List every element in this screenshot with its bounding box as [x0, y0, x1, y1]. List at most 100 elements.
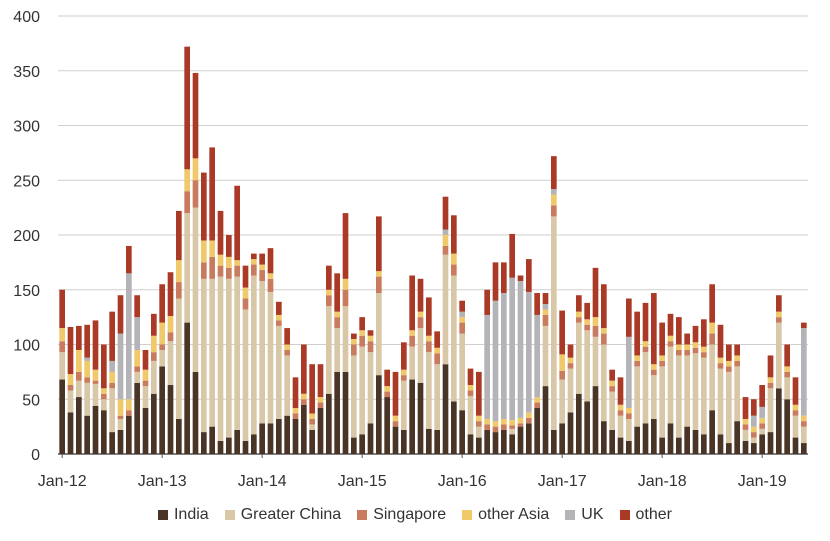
bar-segment-singapore: [767, 382, 774, 389]
bar-segment-other-asia: [292, 408, 299, 414]
bar-segment-greater-china: [776, 322, 782, 389]
bar-segment-greater-china: [642, 352, 649, 424]
bar-segment-other-asia: [651, 364, 657, 370]
bar-segment-other: [592, 267, 599, 318]
bar-segment-other: [659, 322, 665, 356]
bar-segment-greater-china: [751, 437, 757, 444]
bar-segment-greater-china: [792, 415, 799, 438]
bar-segment-other: [151, 313, 157, 336]
legend-label-greater-china: Greater China: [240, 506, 342, 523]
legend-item-uk: UK: [565, 506, 604, 524]
bar-segment-other-asia: [626, 408, 632, 414]
bar-segment-greater-china: [151, 360, 157, 394]
bar-segment-india: [567, 412, 574, 454]
bar-segment-other: [501, 262, 507, 294]
bar-segment-singapore: [209, 256, 215, 279]
bar-segment-india: [767, 432, 774, 454]
bar-segment-greater-china: [651, 375, 657, 419]
bar-segment-singapore: [526, 417, 532, 424]
bar-segment-other: [492, 262, 499, 301]
bar-segment-other: [334, 273, 340, 312]
bar-segment-greater-china: [309, 424, 315, 430]
bar-segment-other: [426, 297, 432, 336]
bar-segment-other-asia: [276, 314, 282, 321]
bar-segment-india: [426, 428, 432, 454]
bar-segment-india: [759, 434, 765, 454]
bar-segment-greater-china: [351, 355, 357, 438]
bar-segment-singapore: [442, 245, 449, 255]
y-tick-label: 100: [13, 338, 40, 355]
bar-segment-india: [409, 379, 415, 454]
bar-segment-other-asia: [209, 240, 215, 257]
bar-segment-india: [509, 434, 515, 454]
bar-segment-other-asia: [259, 264, 265, 271]
bar-segment-singapore: [426, 341, 432, 353]
bar-segment-other-asia: [359, 330, 365, 336]
bar-segment-greater-china: [92, 383, 99, 406]
bar-segment-other: [409, 275, 415, 331]
bar-segment-india: [109, 432, 115, 454]
bar-segment-greater-china: [467, 395, 474, 435]
bar-segment-other-asia: [92, 369, 99, 381]
bar-segment-india: [192, 371, 199, 455]
bar-segment-uk: [526, 291, 532, 413]
bar-segment-greater-china: [276, 325, 282, 419]
stacked-bar-chart: 0 50 100 150 200 250 300 350 400 Jan-12 Jan-13 Jan-…: [13, 9, 808, 490]
bar-segment-other-asia: [451, 253, 457, 265]
bar-segment-other-asia: [184, 169, 190, 192]
bar-segment-greater-china: [334, 328, 340, 372]
bar-segment-other-asia: [234, 260, 240, 266]
bar-segment-other: [101, 344, 107, 389]
bar-segment-greater-china: [434, 364, 440, 430]
bar-segment-greater-china: [417, 328, 424, 383]
bar-segment-singapore: [392, 421, 399, 427]
bar-segment-singapore: [401, 375, 407, 381]
bar-segment-other: [142, 349, 149, 370]
bar-segment-india: [676, 437, 682, 454]
bar-segment-greater-china: [142, 386, 149, 409]
bar-segment-singapore: [417, 317, 424, 329]
bar-segment-india: [442, 364, 449, 454]
bar-segment-greater-china: [676, 355, 682, 438]
bar-segment-singapore: [384, 391, 390, 398]
bar-segment-uk: [501, 293, 507, 419]
bar-segment-india: [476, 437, 482, 454]
bar-segment-other: [92, 320, 99, 370]
bar-segment-other: [676, 317, 682, 345]
bar-segment-other-asia: [384, 386, 390, 392]
bar-segment-singapore: [434, 353, 440, 365]
bar-segment-greater-china: [684, 355, 690, 427]
bar-segment-india: [651, 418, 657, 454]
bar-segment-singapore: [634, 360, 640, 367]
bar-segment-singapore: [676, 349, 682, 356]
bar-segment-uk: [534, 314, 540, 398]
bar-segment-singapore: [184, 191, 190, 214]
bar-segment-singapore: [159, 344, 165, 350]
bar-segment-india: [684, 426, 690, 455]
bar-segment-india: [251, 434, 257, 454]
bar-segment-other: [84, 324, 90, 358]
bar-segment-india: [217, 440, 224, 454]
bar-segment-uk: [751, 415, 757, 427]
bar-segment-singapore: [259, 270, 265, 281]
bar-segment-other: [609, 369, 615, 381]
bar-segment-uk: [117, 333, 124, 400]
bar-segment-india: [792, 437, 799, 454]
bar-segment-other-asia: [726, 360, 732, 367]
bar-segment-other: [376, 216, 382, 272]
bar-segment-other: [742, 397, 749, 419]
legend-label-other: other: [635, 506, 672, 523]
bar-segment-other: [67, 326, 74, 375]
bar-segment-singapore: [734, 360, 740, 367]
bar-segment-greater-china: [117, 418, 124, 430]
bar-segment-greater-china: [551, 216, 557, 430]
bar-segment-other: [192, 72, 199, 159]
bar-segment-singapore: [92, 380, 99, 384]
bar-segment-other-asia: [151, 335, 157, 353]
bar-segment-other-asia: [159, 322, 165, 345]
bar-segment-greater-china: [584, 330, 590, 402]
bar-segment-singapore: [467, 390, 474, 396]
bar-segment-other-asia: [217, 254, 224, 266]
bar-segment-other: [176, 210, 182, 261]
bar-segment-singapore: [801, 421, 807, 427]
